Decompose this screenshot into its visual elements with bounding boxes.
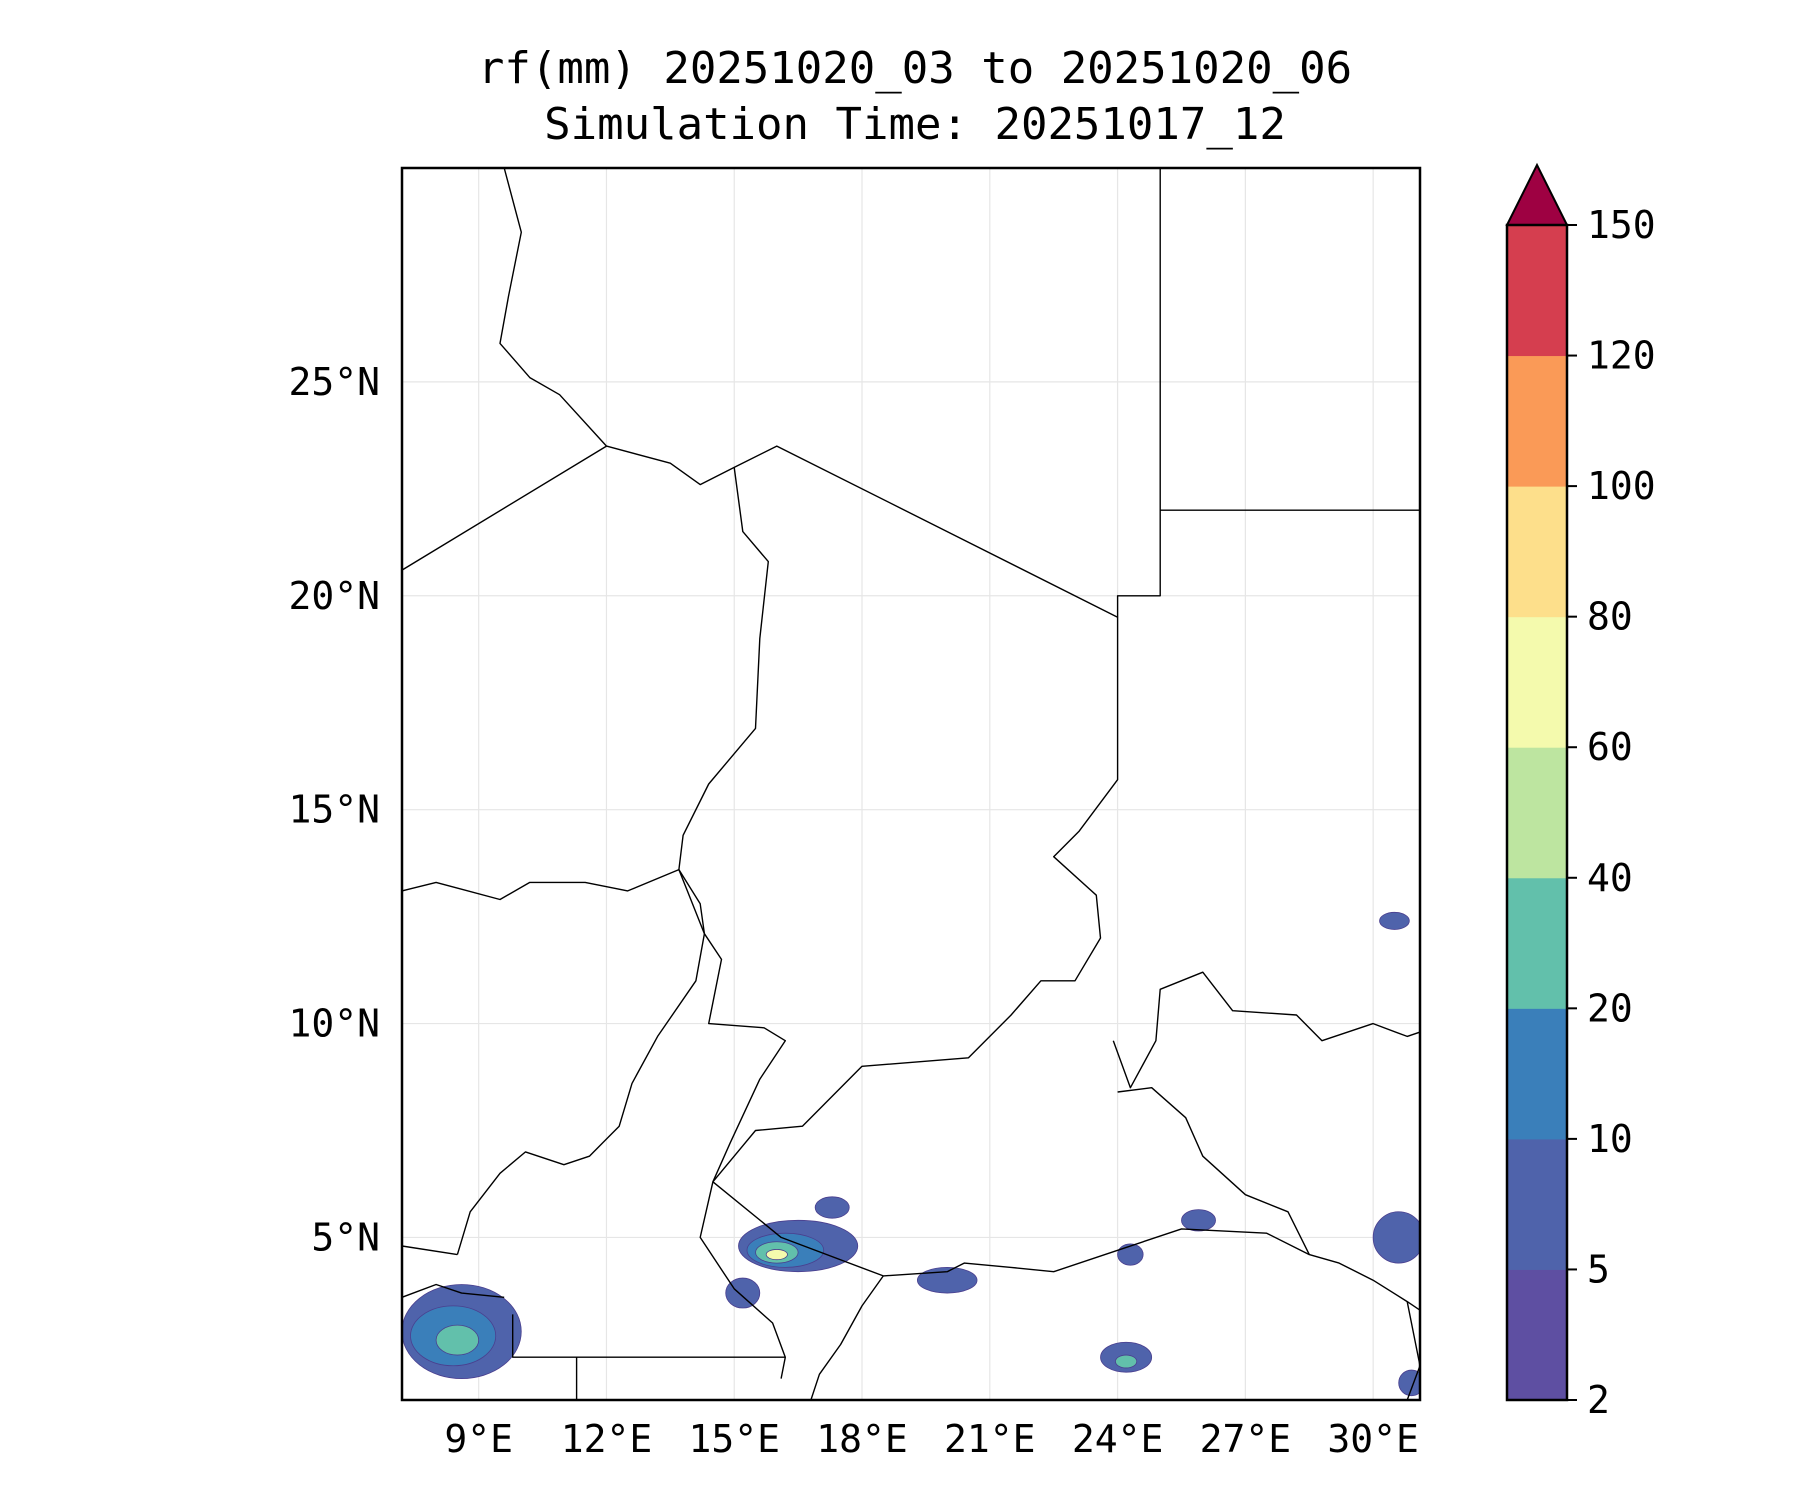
colorbar-tick-label: 5 xyxy=(1587,1247,1610,1291)
border-line-15 xyxy=(402,1283,505,1298)
border-line-0 xyxy=(499,168,1119,1379)
colorbar-segment-3 xyxy=(1507,877,1567,1009)
rain-patch-9 xyxy=(1181,1209,1216,1232)
colorbar-segment-4 xyxy=(1507,747,1567,879)
lat-tick-label: 15°N xyxy=(288,788,380,832)
border-line-6 xyxy=(512,1314,578,1400)
rain-patch-5 xyxy=(814,1196,850,1219)
border-line-10 xyxy=(1112,971,1420,1089)
latitude-ticks: 5°N 10°N 15°N 20°N 25°N xyxy=(288,360,380,1260)
colorbar-segment-8 xyxy=(1507,225,1567,357)
border-line-11 xyxy=(1116,509,1420,618)
colorbar-segment-0 xyxy=(1507,1269,1567,1401)
lon-tick-label: 24°E xyxy=(1072,1417,1164,1461)
rain-patch-16 xyxy=(1398,1369,1420,1397)
country-borders xyxy=(402,168,1420,1400)
colorbar-segment-6 xyxy=(1507,486,1567,618)
lon-tick-label: 21°E xyxy=(944,1417,1036,1461)
border-line-14 xyxy=(1406,1301,1420,1400)
colorbar-tick-label: 80 xyxy=(1587,595,1633,639)
lat-tick-label: 10°N xyxy=(288,1002,380,1046)
lon-tick-label: 12°E xyxy=(561,1417,653,1461)
lon-tick-label: 27°E xyxy=(1200,1417,1292,1461)
colorbar-frame xyxy=(1505,223,1569,1402)
lat-tick-label: 5°N xyxy=(311,1215,380,1259)
colorbar-segment-7 xyxy=(1507,355,1567,487)
border-line-5 xyxy=(402,1245,458,1256)
colorbar-extend-arrow xyxy=(1505,162,1569,226)
colorbar-tick-label: 20 xyxy=(1587,986,1633,1030)
rain-patch-4 xyxy=(725,1277,761,1309)
gridlines xyxy=(402,168,1420,1400)
rain-patch-12 xyxy=(1117,1243,1144,1266)
colorbar-tick-label: 150 xyxy=(1587,203,1656,247)
colorbar-tick-label: 60 xyxy=(1587,725,1633,769)
map-frame xyxy=(400,166,1422,1402)
colorbar-tick-label: 2 xyxy=(1587,1378,1610,1422)
border-line-4 xyxy=(456,869,706,1255)
colorbar-segment-5 xyxy=(1507,616,1567,748)
colorbar-segment-2 xyxy=(1507,1008,1567,1140)
border-line-8 xyxy=(712,1181,1420,1311)
colorbar: 2 5 10 20 40 60 80 100 120 150 xyxy=(1505,162,1656,1422)
rain-patch-15 xyxy=(435,1324,480,1356)
colorbar-tick-label: 120 xyxy=(1587,334,1656,378)
rain-patch-10 xyxy=(1372,1211,1420,1264)
lon-tick-label: 18°E xyxy=(816,1417,908,1461)
colorbar-segment-1 xyxy=(1507,1138,1567,1270)
longitude-ticks: 9°E 12°E 15°E 18°E 21°E 24°E 27°E 30°E xyxy=(444,1417,1419,1461)
rain-patch-11 xyxy=(1379,911,1410,930)
border-line-3 xyxy=(402,868,680,901)
rain-patch-6 xyxy=(916,1266,978,1294)
rainfall-contours xyxy=(402,911,1420,1397)
lon-tick-label: 30°E xyxy=(1327,1417,1419,1461)
lon-tick-label: 9°E xyxy=(444,1417,513,1461)
border-line-1 xyxy=(402,445,607,571)
colorbar-tick-label: 100 xyxy=(1587,464,1656,508)
lon-tick-label: 15°E xyxy=(688,1417,780,1461)
border-line-13 xyxy=(810,1275,884,1400)
rain-patch-3 xyxy=(765,1249,788,1261)
title-line-1: rf(mm) 20251020_03 to 20251020_06 xyxy=(477,43,1353,94)
border-line-2 xyxy=(678,467,786,1183)
rain-patch-8 xyxy=(1115,1354,1138,1369)
border-line-9 xyxy=(1117,1087,1310,1255)
title-line-2: Simulation Time: 20251017_12 xyxy=(544,99,1286,150)
lat-tick-label: 20°N xyxy=(288,574,380,618)
lat-tick-label: 25°N xyxy=(288,360,380,404)
colorbar-tick-label: 40 xyxy=(1587,856,1633,900)
colorbar-tick-label: 10 xyxy=(1587,1117,1633,1161)
